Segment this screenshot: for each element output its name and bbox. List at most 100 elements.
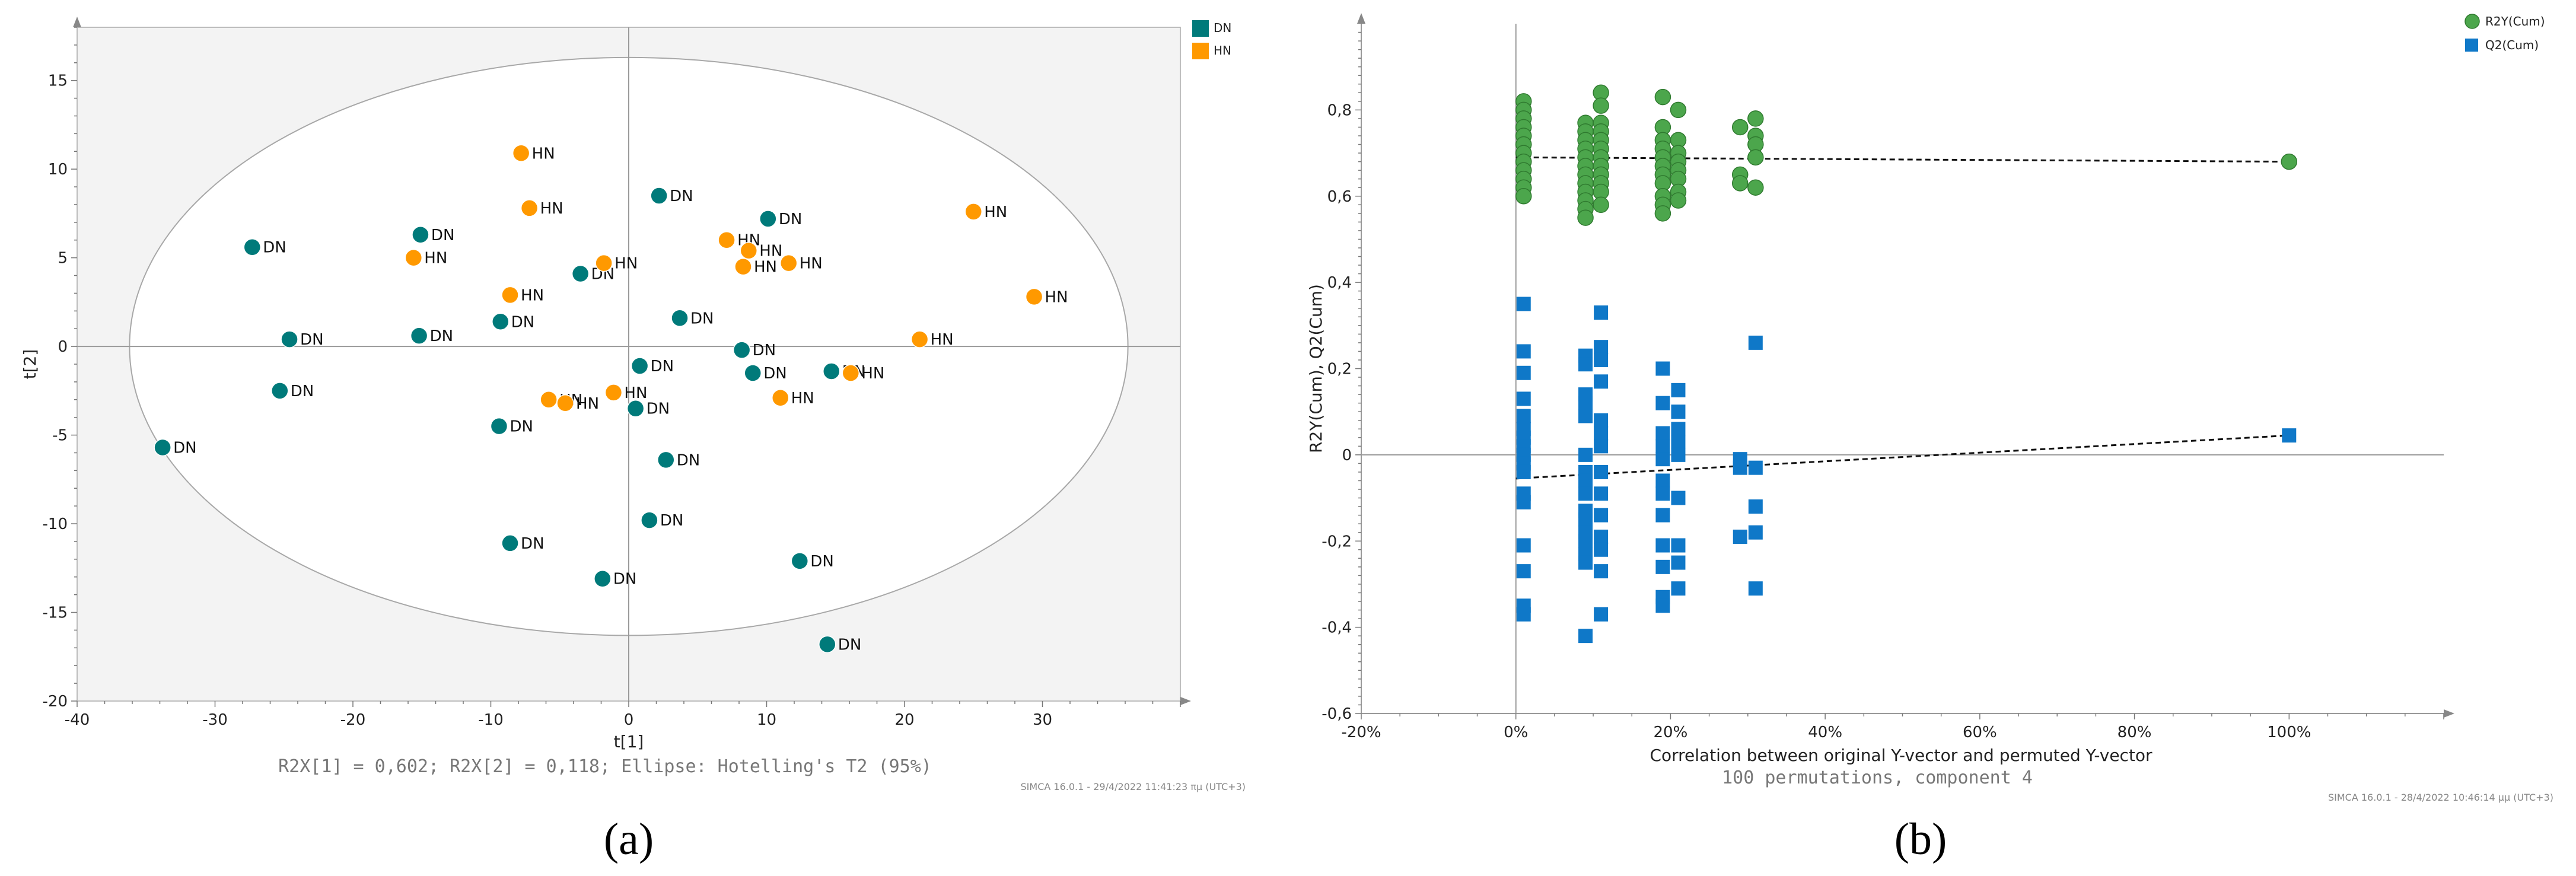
score-point-label: DN — [511, 313, 534, 331]
point-r2y-cum — [1747, 149, 1764, 166]
panel-label-b: (b) — [1894, 814, 1947, 864]
permutation-plot-x-axis-arrow — [2444, 709, 2454, 718]
score-point-dn — [281, 330, 298, 348]
score-point-label: DN — [263, 239, 286, 257]
point-q2-cum — [1594, 305, 1609, 320]
point-q2-cum — [1594, 340, 1609, 355]
score-plot-x-tick-label: 30 — [1033, 711, 1052, 729]
point-q2-cum — [1516, 495, 1531, 509]
score-point-dn — [631, 357, 649, 375]
score-point-label: DN — [810, 553, 833, 571]
point-r2y-cum — [1515, 188, 1532, 205]
point-q2-cum — [1655, 598, 1670, 613]
legend-swatch-dn — [1192, 20, 1209, 37]
point-q2-cum — [1578, 629, 1593, 644]
regression-line-r2y-cum- — [1515, 156, 2290, 163]
score-plot-y-tick-label: -5 — [52, 427, 68, 445]
score-plot-x-tick-label: -40 — [65, 711, 90, 729]
score-plot-y-tick-label: -15 — [43, 604, 68, 622]
legend-label: Q2(Cum) — [2485, 38, 2539, 52]
point-q2-cum — [1671, 447, 1686, 462]
point-q2-cum — [1655, 452, 1670, 467]
point-q2-cum — [1578, 555, 1593, 570]
point-q2-cum — [1578, 473, 1593, 488]
point-q2-cum — [1671, 435, 1686, 450]
permutation-plot-y-tick-label: 0,8 — [1327, 101, 1352, 119]
score-point-hn — [556, 394, 574, 412]
score-point-label: HN — [424, 250, 447, 267]
permutation-plot-x-tick-label: 20% — [1654, 724, 1688, 741]
point-q2-cum — [1578, 512, 1593, 527]
score-point-label: HN — [800, 255, 823, 273]
point-r2y-cum — [1732, 175, 1749, 192]
score-point-dn — [501, 534, 519, 552]
score-point-hn — [604, 384, 623, 402]
score-point-dn — [412, 226, 429, 244]
score-point-label: HN — [540, 200, 563, 218]
score-point-dn — [819, 635, 836, 654]
score-point-label: HN — [576, 395, 599, 413]
point-r2y-cum — [1593, 196, 1609, 214]
point-q2-cum — [1671, 383, 1686, 397]
point-q2-cum — [1655, 439, 1670, 454]
score-point-label: DN — [521, 535, 544, 553]
score-point-label: DN — [173, 439, 196, 457]
score-plot-x-axis-title: t[1] — [614, 732, 644, 751]
score-point-label: HN — [861, 365, 884, 383]
permutation-plot-panel: -20% 0% 20% 40% 60% 80% 100% -0,6 -0,4 -0,2 0 0,2 0,… — [1306, 13, 2553, 864]
score-point-dn — [657, 451, 675, 469]
point-q2-cum — [1671, 404, 1686, 419]
score-plot-x-tick-label: 10 — [757, 711, 776, 729]
score-point-hn — [501, 286, 519, 304]
point-q2-cum — [1516, 564, 1531, 579]
score-point-hn — [964, 203, 982, 221]
point-r2y-cum — [1747, 179, 1764, 196]
score-point-label: HN — [759, 243, 782, 260]
point-q2-cum — [1516, 297, 1531, 311]
permutation-plot-y-axis-arrow — [1357, 13, 1365, 24]
point-q2-cum — [1594, 352, 1609, 367]
score-plot-x-axis-arrow — [1180, 697, 1191, 705]
score-point-dn — [791, 552, 809, 570]
score-point-label: HN — [754, 259, 777, 276]
point-q2-cum — [1594, 607, 1609, 622]
point-q2-cum — [1578, 486, 1593, 501]
score-point-label: DN — [838, 636, 861, 654]
point-q2-cum — [1594, 508, 1609, 523]
point-q2-cum — [1594, 413, 1609, 428]
point-q2-cum — [1516, 538, 1531, 553]
score-point-label: DN — [660, 512, 683, 530]
point-q2-cum — [1594, 564, 1609, 579]
score-point-hn — [595, 254, 613, 272]
score-point-hn — [405, 249, 423, 267]
permutation-plot-x-tick-label: 0% — [1504, 724, 1528, 741]
legend-label: HN — [1214, 43, 1231, 58]
permutation-plot-x-tick-label: -20% — [1341, 724, 1381, 741]
permutation-plot-x-tick-label: 100% — [2267, 724, 2311, 741]
score-point-label: HN — [521, 286, 544, 304]
point-r2y-cum — [1670, 101, 1687, 119]
score-plot-y-tick-label: 10 — [48, 161, 68, 179]
point-q2-cum — [1748, 499, 1763, 514]
point-r2y-cum — [1654, 88, 1671, 106]
score-plot-y-tick-label: 5 — [58, 250, 68, 267]
score-point-hn — [1025, 288, 1043, 306]
score-point-hn — [718, 231, 735, 249]
point-q2-cum — [1578, 534, 1593, 549]
point-q2-cum — [1655, 426, 1670, 441]
permutation-plot-note: 100 permutations, component 4 — [1722, 767, 2033, 788]
point-r2y-cum — [1747, 110, 1764, 127]
score-point-label: DN — [431, 227, 454, 244]
score-point-label: HN — [931, 331, 954, 349]
point-q2-cum — [1671, 581, 1686, 596]
score-point-dn — [641, 511, 658, 529]
score-point-label: DN — [779, 211, 802, 228]
score-point-label: DN — [651, 358, 674, 375]
score-point-label: DN — [753, 342, 776, 359]
score-point-hn — [734, 257, 752, 276]
score-point-label: HN — [984, 203, 1007, 221]
score-point-label: HN — [791, 390, 814, 407]
point-q2-cum — [1516, 409, 1531, 423]
permutation-plot-software-stamp: SIMCA 16.0.1 - 28/4/2022 10:46:14 μμ (UT… — [2328, 792, 2553, 803]
